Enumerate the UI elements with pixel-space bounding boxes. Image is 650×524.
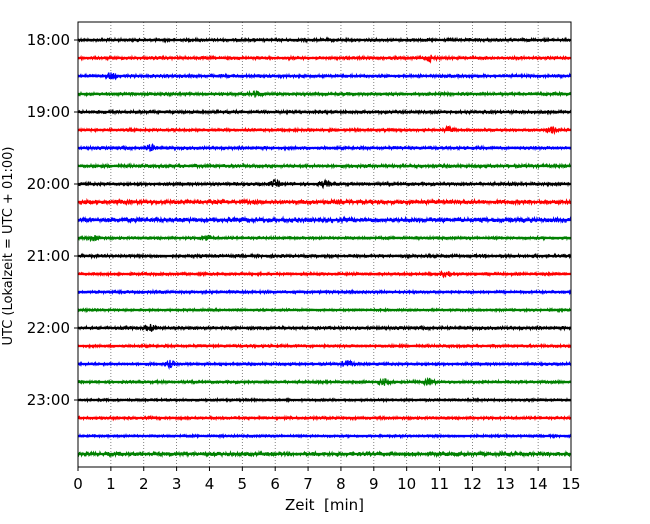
x-tick-label: 2 [139, 475, 149, 493]
x-tick-label: 12 [463, 475, 482, 493]
y-tick-label: 21:00 [27, 247, 70, 265]
plot-frame [77, 21, 572, 468]
y-tick-label: 18:00 [27, 31, 70, 49]
x-tick-label: 6 [270, 475, 280, 493]
x-tick-label: 15 [561, 475, 580, 493]
y-tick-label: 22:00 [27, 319, 70, 337]
y-axis-label: UTC (Lokalzeit = UTC + 01:00) [1, 147, 16, 346]
traces [77, 36, 572, 459]
x-tick-label: 11 [430, 475, 449, 493]
x-tick-label: 9 [369, 475, 379, 493]
grid [110, 22, 539, 467]
x-axis: 0 1 2 3 4 5 6 7 8 9 10 11 12 13 14 15 [73, 467, 581, 493]
y-tick-label: 23:00 [27, 391, 70, 409]
x-tick-label: 3 [172, 475, 182, 493]
y-tick-label: 20:00 [27, 175, 70, 193]
x-tick-label: 5 [238, 475, 248, 493]
x-tick-label: 13 [496, 475, 515, 493]
x-tick-label: 1 [106, 475, 116, 493]
x-tick-label: 4 [205, 475, 215, 493]
x-tick-label: 14 [529, 475, 548, 493]
x-axis-label: Zeit [min] [285, 496, 364, 514]
x-tick-label: 8 [336, 475, 346, 493]
x-tick-label: 0 [73, 475, 83, 493]
x-tick-label: 7 [303, 475, 313, 493]
y-tick-label: 19:00 [27, 103, 70, 121]
x-tick-label: 10 [397, 475, 416, 493]
y-axis: 18:00 19:00 20:00 21:00 22:00 23:00 [27, 31, 78, 409]
